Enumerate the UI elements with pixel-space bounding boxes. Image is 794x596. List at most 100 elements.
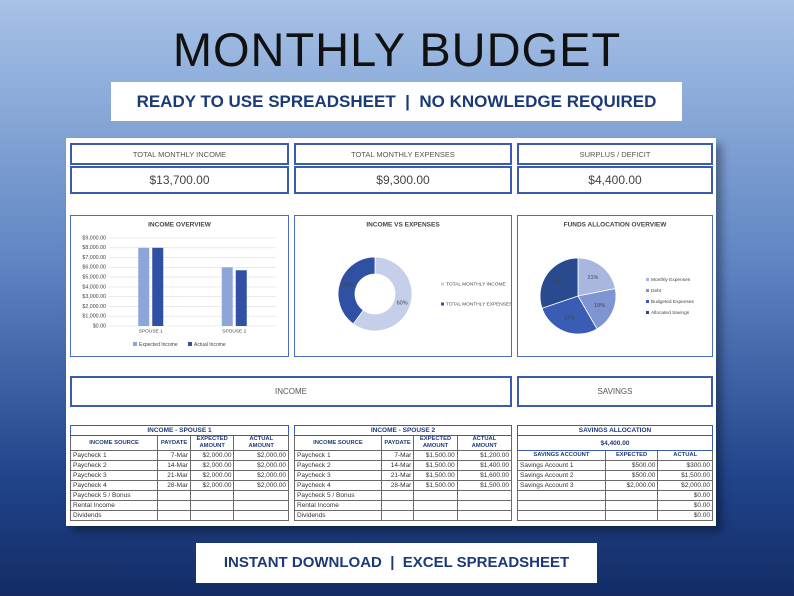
chart-title: INCOME OVERVIEW [148, 222, 212, 229]
column-header: PAYDATE [380, 435, 415, 451]
table-cell [413, 500, 458, 511]
total-row: $4,400.00 [517, 435, 713, 451]
table-cell [517, 500, 606, 511]
table-cell [517, 510, 606, 521]
column-header: EXPECTED AMOUNT [189, 435, 235, 451]
slice [577, 288, 617, 330]
table-cell [157, 500, 191, 511]
table-cell: $0.00 [657, 490, 713, 501]
table-cell: Rental Income [294, 500, 382, 511]
column-header: SAVINGS ACCOUNT [517, 450, 606, 461]
y-tick-label: $8,000.00 [82, 245, 106, 251]
slice [539, 257, 579, 309]
legend-swatch [646, 289, 649, 292]
chart-title: INCOME VS EXPENSES [366, 222, 440, 229]
legend-label: Budgeted Expenses [651, 299, 695, 305]
y-tick-label: $3,000.00 [82, 294, 106, 300]
summary-label: SURPLUS / DEFICIT [517, 143, 713, 165]
legend-swatch [441, 282, 444, 286]
table-cell: 7-Mar [380, 450, 415, 461]
slice [352, 256, 413, 332]
slice [577, 257, 616, 297]
table-row: Paycheck 1 7-Mar $2,000.00 $2,000.00 [70, 450, 289, 461]
data-table: INCOME - SPOUSE 1 INCOME SOURCE PAYDATE EXP… [70, 425, 289, 521]
summary-value: $4,400.00 [517, 166, 713, 194]
footer-banner: INSTANT DOWNLOAD | EXCEL SPREADSHEET [196, 543, 597, 583]
table-row: $0.00 [517, 490, 713, 501]
column-header: INCOME SOURCE [294, 435, 382, 451]
table-cell: $500.00 [604, 470, 659, 481]
table-row: Dividends [294, 510, 512, 521]
table-cell: Dividends [70, 510, 159, 521]
table-cell: Paycheck 5 / Bonus [294, 490, 382, 501]
chart-title: FUNDS ALLOCATION OVERVIEW [564, 222, 668, 229]
table-row: Paycheck 4 28-Mar $2,000.00 $2,000.00 [70, 480, 289, 491]
x-tick-label: SPOUSE 1 [139, 328, 163, 334]
y-tick-label: $4,000.00 [82, 284, 106, 290]
table-cell [456, 510, 512, 521]
table-cell: Savings Account 1 [517, 460, 606, 471]
header-row: INCOME SOURCE PAYDATE EXPECTED AMOUNT ACTUA… [70, 435, 289, 451]
table-cell: $1,500.00 [413, 460, 458, 471]
table-cell [604, 490, 659, 501]
table-cell [413, 490, 458, 501]
y-tick-label: $7,000.00 [82, 255, 106, 261]
column-header: EXPECTED [604, 450, 659, 461]
table-row: Paycheck 5 / Bonus [294, 490, 512, 501]
legend-swatch [646, 278, 649, 281]
table-title-row: SAVINGS ALLOCATION [517, 425, 713, 436]
table-cell [380, 490, 415, 501]
table-cell: $2,000.00 [604, 480, 659, 491]
summary-value: $9,300.00 [294, 166, 512, 194]
chart-panel: INCOME OVERVIEW $0.00 $1,000.00 $2,000.00 $3… [70, 215, 289, 357]
chart: FUNDS ALLOCATION OVERVIEW 21% 19% 27% 29% Mon… [539, 222, 695, 335]
column-header: ACTUAL AMOUNT [233, 435, 289, 451]
table-row: Paycheck 3 21-Mar $2,000.00 $2,000.00 [70, 470, 289, 481]
table-cell: 14-Mar [157, 460, 191, 471]
y-tick-label: $5,000.00 [82, 275, 106, 281]
table-cell [380, 510, 415, 521]
table-cell: $1,400.00 [456, 460, 512, 471]
table-cell: 14-Mar [380, 460, 415, 471]
table-row: Savings Account 1 $500.00 $300.00 [517, 460, 713, 471]
section-header: INCOME [70, 376, 512, 407]
table-cell: Paycheck 3 [294, 470, 382, 481]
table-cell: $2,000.00 [657, 480, 713, 491]
table-row: Paycheck 5 / Bonus [70, 490, 289, 501]
column-header: EXPECTED AMOUNT [413, 435, 458, 451]
slice-label: 60% [397, 300, 408, 306]
header-row: INCOME SOURCE PAYDATE EXPECTED AMOUNT ACTUA… [294, 435, 512, 451]
slice-label: 29% [553, 280, 564, 286]
table-cell: $2,000.00 [233, 480, 289, 491]
legend-swatch [646, 300, 649, 303]
summary-label: TOTAL MONTHLY EXPENSES [294, 143, 512, 165]
table-total: $4,400.00 [517, 435, 713, 451]
table-cell: $2,000.00 [189, 480, 235, 491]
chart-panel: INCOME VS EXPENSES 60% 40% TOTAL MONTHLY IN… [294, 215, 512, 357]
slice-label: 40% [342, 283, 353, 289]
table-title: INCOME - SPOUSE 2 [294, 425, 512, 436]
y-tick-label: $1,000.00 [82, 314, 106, 320]
table-cell [456, 490, 512, 501]
legend-label: Actual Income [194, 342, 226, 348]
table-cell [157, 510, 191, 521]
y-tick-label: $9,000.00 [82, 235, 106, 241]
table-cell [233, 500, 289, 511]
table-cell: $1,500.00 [413, 450, 458, 461]
table-row: $0.00 [517, 500, 713, 511]
table-cell: $1,600.00 [456, 470, 512, 481]
slice-label: 21% [587, 275, 598, 281]
table-cell: Paycheck 2 [70, 460, 159, 471]
slice-label: 27% [564, 316, 575, 322]
bar [138, 247, 150, 326]
table-title: SAVINGS ALLOCATION [517, 425, 713, 436]
bar [152, 247, 164, 326]
table-cell: $1,500.00 [413, 480, 458, 491]
table-row: Savings Account 2 $500.00 $1,500.00 [517, 470, 713, 481]
table-cell [189, 510, 235, 521]
y-tick-label: $2,000.00 [82, 304, 106, 310]
bar [221, 267, 233, 326]
table-cell [604, 510, 659, 521]
table-cell: Savings Account 2 [517, 470, 606, 481]
